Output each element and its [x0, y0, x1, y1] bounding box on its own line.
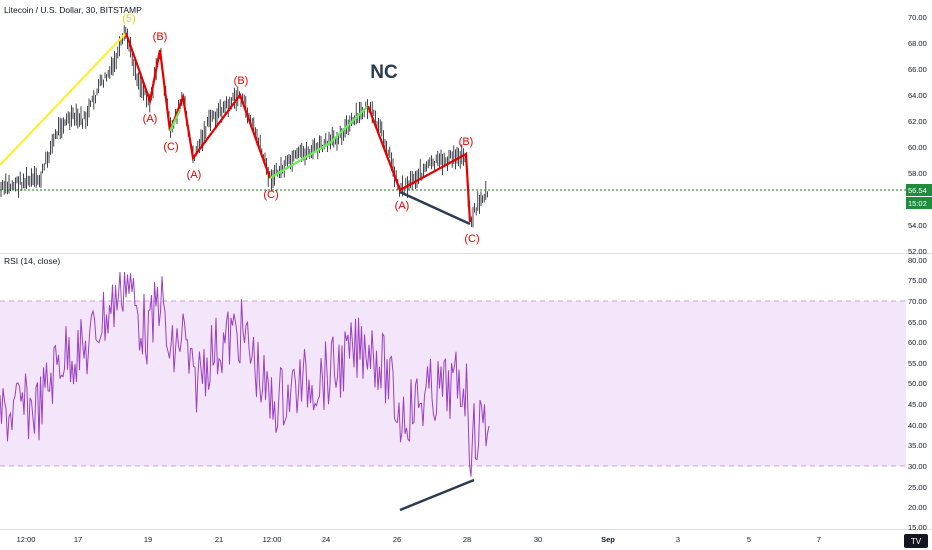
time-tick: 26: [393, 535, 401, 544]
time-tick: 24: [322, 535, 330, 544]
price-tick: 62.00: [908, 117, 927, 126]
price-tick: 52.00: [908, 247, 927, 256]
rsi-tick: 50.00: [908, 379, 927, 388]
time-tick: 28: [463, 535, 471, 544]
rsi-tick: 40.00: [908, 421, 927, 430]
impulse-wave-line: [0, 32, 127, 166]
wave-label-b3: (B): [459, 136, 474, 148]
time-tick: 21: [215, 535, 223, 544]
time-tick: 12:00: [17, 535, 36, 544]
correction-green-2: [269, 142, 331, 179]
wave-label-a2: (A): [187, 169, 202, 181]
wave-label-c1: (C): [163, 141, 178, 153]
rsi-tick: 25.00: [908, 483, 927, 492]
wave-label-a1: (A): [143, 113, 158, 125]
correction-line-2: [366, 105, 472, 223]
wave-label-a3: (A): [395, 200, 410, 212]
time-tick: 3: [676, 535, 680, 544]
price-candles: [0, 25, 488, 228]
time-tick: 30: [534, 535, 542, 544]
price-axis[interactable]: 70.00 68.00 66.00 64.00 62.00 60.00 58.0…: [908, 13, 927, 256]
wave-label-b1: (B): [153, 31, 168, 43]
price-tick: 64.00: [908, 91, 927, 100]
rsi-tick: 75.00: [908, 276, 927, 285]
rsi-title[interactable]: RSI (14, close): [4, 256, 60, 266]
last-price-value: 56.54: [908, 186, 927, 195]
last-price-badge: [906, 184, 932, 196]
rsi-tick: 35.00: [908, 441, 927, 450]
correction-line-1: [124, 32, 272, 179]
correction-green-1: [169, 109, 181, 132]
rsi-tick: 80.00: [908, 256, 927, 265]
price-tick: 68.00: [908, 39, 927, 48]
rsi-tick: 55.00: [908, 359, 927, 368]
price-tick: 54.00: [908, 221, 927, 230]
price-divergence-line: [399, 190, 471, 226]
time-tick: 7: [817, 535, 821, 544]
time-tick: Sep: [601, 535, 615, 544]
rsi-band: [0, 301, 906, 466]
symbol-title[interactable]: Litecoin / U.S. Dollar, 30, BITSTAMP: [4, 5, 142, 15]
price-tick: 70.00: [908, 13, 927, 22]
rsi-series: [0, 271, 490, 477]
price-tick: 60.00: [908, 143, 927, 152]
svg-text:TV: TV: [911, 537, 922, 546]
correction-green-3: [329, 105, 369, 144]
rsi-tick: 30.00: [908, 462, 927, 471]
bar-countdown: 15:02: [908, 199, 927, 208]
time-axis[interactable]: 12:00 17 19 21 12:00 24 26 28 30 Sep 3 5…: [17, 535, 821, 544]
wave-label-c2: (C): [263, 189, 278, 201]
time-tick: 5: [747, 535, 751, 544]
wave-label-b2: (B): [234, 75, 249, 87]
rsi-divergence-line: [399, 478, 475, 512]
price-tick: 58.00: [908, 169, 927, 178]
time-tick: 17: [74, 535, 82, 544]
rsi-tick: 65.00: [908, 318, 927, 327]
rsi-tick: 60.00: [908, 338, 927, 347]
time-tick: 19: [144, 535, 152, 544]
rsi-axis[interactable]: 80.00 75.00 70.00 65.00 60.00 55.00 50.0…: [908, 256, 927, 532]
time-tick: 12:00: [263, 535, 282, 544]
rsi-line: [0, 271, 490, 477]
tradingview-logo[interactable]: TV: [904, 534, 928, 548]
nc-annotation: NC: [370, 62, 398, 83]
wave-label-c3: (C): [464, 233, 479, 245]
price-tick: 66.00: [908, 65, 927, 74]
wave-label-5: (5): [122, 13, 135, 25]
rsi-tick: 45.00: [908, 400, 927, 409]
rsi-tick: 70.00: [908, 297, 927, 306]
rsi-tick: 20.00: [908, 503, 927, 512]
countdown-badge: [906, 197, 932, 209]
rsi-tick: 15.00: [908, 523, 927, 532]
